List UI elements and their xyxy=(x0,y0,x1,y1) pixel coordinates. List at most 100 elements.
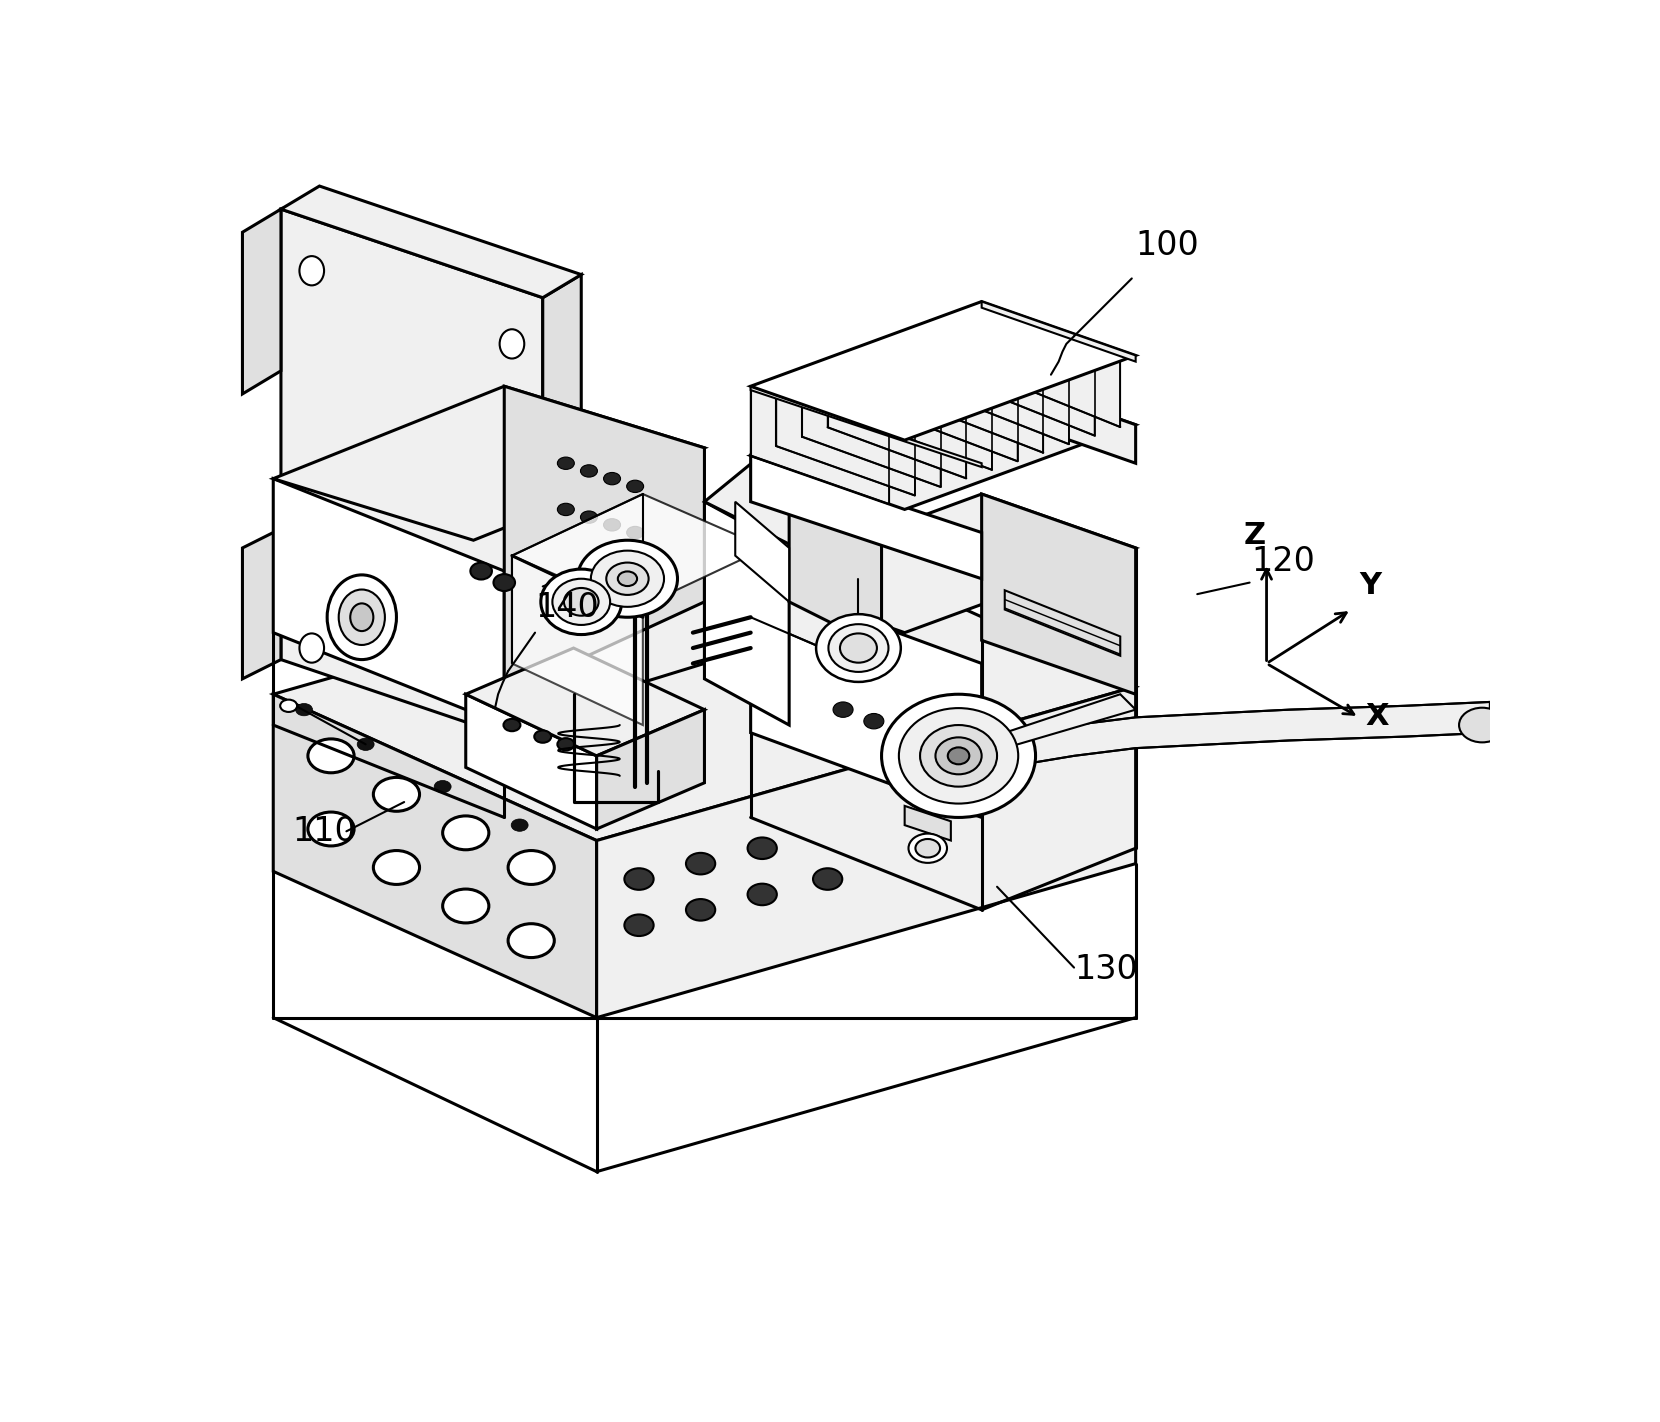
Ellipse shape xyxy=(307,739,354,772)
Ellipse shape xyxy=(898,708,1018,803)
Polygon shape xyxy=(930,320,1069,444)
Ellipse shape xyxy=(840,633,876,663)
Polygon shape xyxy=(905,330,1042,452)
Ellipse shape xyxy=(493,574,515,592)
Polygon shape xyxy=(274,387,704,540)
Ellipse shape xyxy=(920,725,998,786)
Ellipse shape xyxy=(470,563,491,580)
Ellipse shape xyxy=(508,850,554,884)
Ellipse shape xyxy=(591,550,664,607)
Ellipse shape xyxy=(624,869,654,890)
Polygon shape xyxy=(274,540,1135,840)
Polygon shape xyxy=(704,432,881,547)
Polygon shape xyxy=(981,493,1135,694)
Ellipse shape xyxy=(747,883,777,906)
Polygon shape xyxy=(505,387,704,694)
Ellipse shape xyxy=(327,574,397,660)
Text: Y: Y xyxy=(1360,572,1381,600)
Ellipse shape xyxy=(299,633,324,663)
Ellipse shape xyxy=(435,781,452,793)
Ellipse shape xyxy=(828,624,888,673)
Text: 100: 100 xyxy=(1135,229,1200,262)
Ellipse shape xyxy=(863,714,883,729)
Polygon shape xyxy=(466,694,596,829)
Ellipse shape xyxy=(535,731,551,742)
Ellipse shape xyxy=(627,481,644,492)
Ellipse shape xyxy=(295,704,312,715)
Polygon shape xyxy=(777,377,915,495)
Ellipse shape xyxy=(627,526,644,539)
Polygon shape xyxy=(880,340,1018,461)
Text: 120: 120 xyxy=(1252,545,1315,577)
Ellipse shape xyxy=(948,748,969,764)
Polygon shape xyxy=(1004,694,1135,748)
Ellipse shape xyxy=(558,456,574,469)
Polygon shape xyxy=(1004,590,1120,656)
Ellipse shape xyxy=(747,838,777,859)
Polygon shape xyxy=(750,493,1135,633)
Ellipse shape xyxy=(936,738,981,775)
Ellipse shape xyxy=(624,914,654,936)
Ellipse shape xyxy=(443,816,488,850)
Ellipse shape xyxy=(511,819,528,832)
Ellipse shape xyxy=(553,579,611,624)
Ellipse shape xyxy=(581,510,598,523)
Polygon shape xyxy=(981,371,1135,464)
Polygon shape xyxy=(596,687,1135,1018)
Text: Z: Z xyxy=(1243,520,1265,550)
Polygon shape xyxy=(750,579,981,818)
Text: X: X xyxy=(1365,702,1389,731)
Ellipse shape xyxy=(908,833,946,863)
Ellipse shape xyxy=(374,778,420,812)
Ellipse shape xyxy=(508,924,554,957)
Ellipse shape xyxy=(833,702,853,717)
Polygon shape xyxy=(828,358,966,478)
Polygon shape xyxy=(981,301,1120,427)
Polygon shape xyxy=(750,387,890,503)
Ellipse shape xyxy=(299,256,324,286)
Ellipse shape xyxy=(307,812,354,846)
Ellipse shape xyxy=(895,725,915,741)
Polygon shape xyxy=(274,479,505,725)
Ellipse shape xyxy=(686,853,715,875)
Ellipse shape xyxy=(618,572,637,586)
Ellipse shape xyxy=(500,711,525,739)
Ellipse shape xyxy=(374,850,420,884)
Polygon shape xyxy=(511,493,765,610)
Ellipse shape xyxy=(500,330,525,358)
Ellipse shape xyxy=(915,839,940,857)
Polygon shape xyxy=(596,710,704,829)
Polygon shape xyxy=(735,502,788,602)
Polygon shape xyxy=(242,209,281,394)
Ellipse shape xyxy=(817,614,901,683)
Ellipse shape xyxy=(686,899,715,920)
Polygon shape xyxy=(802,367,941,486)
Ellipse shape xyxy=(339,590,385,646)
Polygon shape xyxy=(750,301,1135,441)
Text: 110: 110 xyxy=(292,815,357,848)
Ellipse shape xyxy=(564,587,599,616)
Ellipse shape xyxy=(604,472,621,485)
Text: 130: 130 xyxy=(1074,953,1137,985)
Polygon shape xyxy=(543,274,581,748)
Ellipse shape xyxy=(604,519,621,530)
Polygon shape xyxy=(750,387,981,466)
Ellipse shape xyxy=(581,465,598,478)
Ellipse shape xyxy=(813,869,842,890)
Ellipse shape xyxy=(558,503,574,516)
Polygon shape xyxy=(704,502,788,725)
Ellipse shape xyxy=(541,569,622,634)
Ellipse shape xyxy=(1459,708,1506,742)
Polygon shape xyxy=(1028,702,1491,764)
Polygon shape xyxy=(905,806,951,840)
Polygon shape xyxy=(466,648,704,757)
Polygon shape xyxy=(788,432,881,648)
Polygon shape xyxy=(981,301,1135,361)
Ellipse shape xyxy=(558,738,574,751)
Ellipse shape xyxy=(281,700,297,712)
Polygon shape xyxy=(511,556,642,725)
Ellipse shape xyxy=(578,540,677,617)
Polygon shape xyxy=(242,529,281,678)
Ellipse shape xyxy=(881,694,1036,818)
Polygon shape xyxy=(281,209,543,748)
